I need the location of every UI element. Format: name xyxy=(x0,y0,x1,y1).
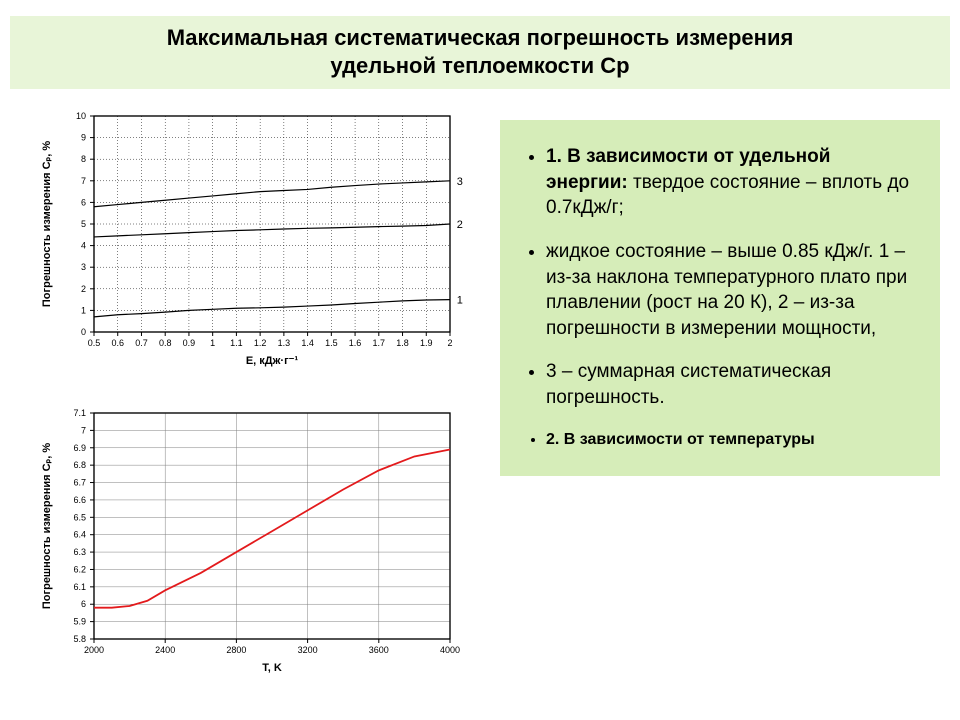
svg-text:1.7: 1.7 xyxy=(373,338,386,348)
svg-text:1.5: 1.5 xyxy=(325,338,338,348)
svg-text:10: 10 xyxy=(76,111,86,121)
svg-text:3: 3 xyxy=(81,262,86,272)
svg-text:2: 2 xyxy=(81,284,86,294)
svg-text:6.2: 6.2 xyxy=(73,564,86,574)
svg-text:8: 8 xyxy=(81,154,86,164)
bullet-2: жидкое состояние – выше 0.85 кДж/г. 1 – … xyxy=(546,239,914,342)
svg-text:5.8: 5.8 xyxy=(73,634,86,644)
bullet-4: 2. В зависимости от температуры xyxy=(546,429,914,451)
svg-text:4: 4 xyxy=(81,241,86,251)
svg-text:6.9: 6.9 xyxy=(73,443,86,453)
svg-text:2: 2 xyxy=(457,219,463,231)
svg-text:6.1: 6.1 xyxy=(73,582,86,592)
svg-text:0.7: 0.7 xyxy=(135,338,148,348)
svg-text:1.4: 1.4 xyxy=(301,338,314,348)
svg-text:Погрешность измерения Cₚ, %: Погрешность измерения Cₚ, % xyxy=(41,443,53,609)
svg-text:6.7: 6.7 xyxy=(73,478,86,488)
svg-text:6.8: 6.8 xyxy=(73,460,86,470)
svg-text:7.1: 7.1 xyxy=(73,408,86,418)
svg-text:T, K: T, K xyxy=(262,662,282,674)
svg-text:Погрешность измерения Cₚ, %: Погрешность измерения Cₚ, % xyxy=(41,141,53,307)
svg-text:6.5: 6.5 xyxy=(73,512,86,522)
svg-text:9: 9 xyxy=(81,133,86,143)
svg-text:1.6: 1.6 xyxy=(349,338,362,348)
svg-text:6.3: 6.3 xyxy=(73,547,86,557)
svg-text:6: 6 xyxy=(81,599,86,609)
title-line2: удельной теплоемкости Ср xyxy=(330,53,629,78)
svg-text:6.6: 6.6 xyxy=(73,495,86,505)
svg-text:0.8: 0.8 xyxy=(159,338,172,348)
slide-title: Максимальная систематическая погрешность… xyxy=(10,16,950,89)
chart-bottom: 2000 2400 2800 3200 3600 4000 5.8 5.9 6 6.1 6.2 6.3… xyxy=(30,401,470,696)
svg-text:1.1: 1.1 xyxy=(230,338,243,348)
bullet-3: 3 – суммарная систематическая погрешност… xyxy=(546,359,914,410)
svg-text:0.5: 0.5 xyxy=(88,338,101,348)
svg-text:E, кДж·г⁻¹: E, кДж·г⁻¹ xyxy=(246,355,299,367)
svg-text:7: 7 xyxy=(81,176,86,186)
svg-text:2: 2 xyxy=(447,338,452,348)
svg-text:1.3: 1.3 xyxy=(278,338,291,348)
chart-top: 0.5 0.6 0.7 0.8 0.9 1 1.1 1.2 1.3 1.4 1.5 1.6 1.7 1.8… xyxy=(30,104,470,389)
svg-text:7: 7 xyxy=(81,425,86,435)
svg-text:6.4: 6.4 xyxy=(73,530,86,540)
svg-text:3200: 3200 xyxy=(298,645,318,655)
svg-text:0.9: 0.9 xyxy=(183,338,196,348)
charts-column: 0.5 0.6 0.7 0.8 0.9 1 1.1 1.2 1.3 1.4 1.5 1.6 1.7 1.8… xyxy=(30,104,470,708)
svg-text:1: 1 xyxy=(457,295,463,307)
svg-text:2400: 2400 xyxy=(155,645,175,655)
title-line1: Максимальная систематическая погрешность… xyxy=(167,25,794,50)
svg-text:2000: 2000 xyxy=(84,645,104,655)
svg-text:4000: 4000 xyxy=(440,645,460,655)
svg-text:2800: 2800 xyxy=(226,645,246,655)
bullet-1: 1. В зависимости от удельной энергии: тв… xyxy=(546,144,914,221)
text-panel: 1. В зависимости от удельной энергии: тв… xyxy=(500,120,940,476)
svg-text:1.8: 1.8 xyxy=(396,338,409,348)
svg-text:0: 0 xyxy=(81,327,86,337)
svg-text:3600: 3600 xyxy=(369,645,389,655)
svg-text:5: 5 xyxy=(81,219,86,229)
svg-text:6: 6 xyxy=(81,197,86,207)
svg-text:1.9: 1.9 xyxy=(420,338,433,348)
svg-text:3: 3 xyxy=(457,176,463,188)
svg-text:1: 1 xyxy=(81,305,86,315)
svg-text:1: 1 xyxy=(210,338,215,348)
svg-text:5.9: 5.9 xyxy=(73,617,86,627)
svg-text:1.2: 1.2 xyxy=(254,338,267,348)
svg-text:0.6: 0.6 xyxy=(111,338,124,348)
